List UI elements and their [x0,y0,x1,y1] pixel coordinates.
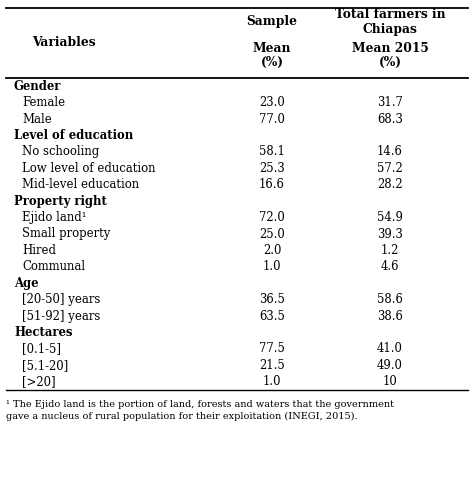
Text: Male: Male [22,113,52,125]
Text: 58.1: 58.1 [259,146,285,158]
Text: Chiapas: Chiapas [363,24,418,36]
Text: 77.5: 77.5 [259,342,285,355]
Text: 4.6: 4.6 [381,260,399,274]
Text: 28.2: 28.2 [377,178,403,191]
Text: 31.7: 31.7 [377,96,403,109]
Text: Variables: Variables [32,35,96,49]
Text: (%): (%) [261,56,283,68]
Text: Mean 2015: Mean 2015 [352,41,428,55]
Text: 16.6: 16.6 [259,178,285,191]
Text: 14.6: 14.6 [377,146,403,158]
Text: Sample: Sample [246,16,298,29]
Text: 68.3: 68.3 [377,113,403,125]
Text: 2.0: 2.0 [263,244,281,257]
Text: Property right: Property right [14,195,107,208]
Text: (%): (%) [379,56,401,68]
Text: Hired: Hired [22,244,56,257]
Text: 36.5: 36.5 [259,293,285,306]
Text: 54.9: 54.9 [377,211,403,224]
Text: 39.3: 39.3 [377,227,403,241]
Text: gave a nucleus of rural population for their exploitation (INEGI, 2015).: gave a nucleus of rural population for t… [6,412,357,421]
Text: 25.0: 25.0 [259,227,285,241]
Text: [51-92] years: [51-92] years [22,309,100,323]
Text: Low level of education: Low level of education [22,162,155,175]
Text: 23.0: 23.0 [259,96,285,109]
Text: 49.0: 49.0 [377,359,403,372]
Text: 41.0: 41.0 [377,342,403,355]
Text: 1.0: 1.0 [263,260,281,274]
Text: Mean: Mean [253,41,291,55]
Text: 72.0: 72.0 [259,211,285,224]
Text: 1.2: 1.2 [381,244,399,257]
Text: No schooling: No schooling [22,146,99,158]
Text: 25.3: 25.3 [259,162,285,175]
Text: 57.2: 57.2 [377,162,403,175]
Text: ¹ The Ejido land is the portion of land, forests and waters that the government: ¹ The Ejido land is the portion of land,… [6,400,394,409]
Text: Female: Female [22,96,65,109]
Text: 1.0: 1.0 [263,375,281,388]
Text: [5.1-20]: [5.1-20] [22,359,68,372]
Text: Total farmers in: Total farmers in [335,7,445,21]
Text: 10: 10 [383,375,397,388]
Text: 21.5: 21.5 [259,359,285,372]
Text: Gender: Gender [14,80,61,92]
Text: [0.1-5]: [0.1-5] [22,342,61,355]
Text: 63.5: 63.5 [259,309,285,323]
Text: [20-50] years: [20-50] years [22,293,100,306]
Text: 77.0: 77.0 [259,113,285,125]
Text: Communal: Communal [22,260,85,274]
Text: Level of education: Level of education [14,129,133,142]
Text: 38.6: 38.6 [377,309,403,323]
Text: 58.6: 58.6 [377,293,403,306]
Text: [>20]: [>20] [22,375,55,388]
Text: Age: Age [14,277,38,290]
Text: Small property: Small property [22,227,110,241]
Text: Mid-level education: Mid-level education [22,178,139,191]
Text: Ejido land¹: Ejido land¹ [22,211,86,224]
Text: Hectares: Hectares [14,326,73,339]
